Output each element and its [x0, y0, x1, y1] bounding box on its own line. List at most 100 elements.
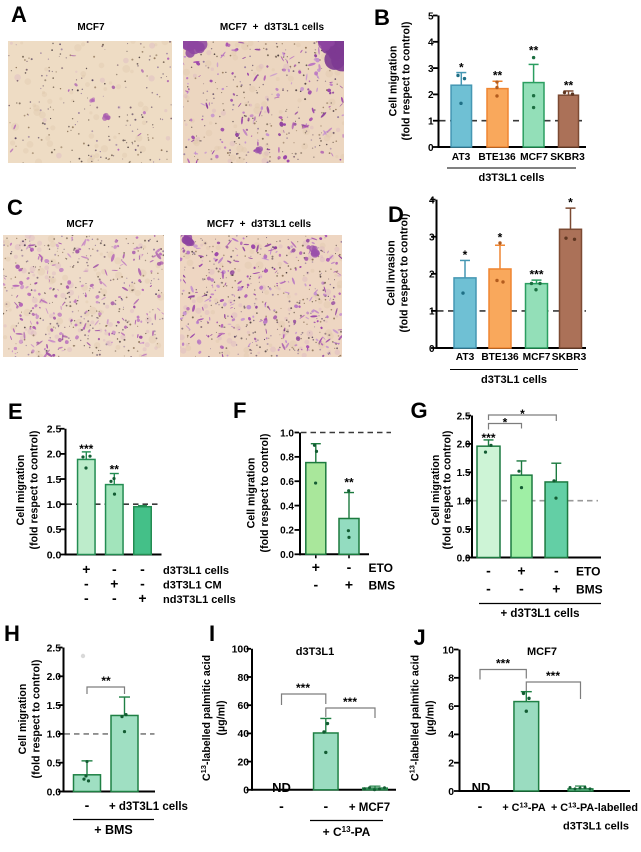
svg-text:-: -	[85, 797, 90, 813]
svg-text:SKBR3: SKBR3	[552, 352, 587, 363]
svg-text:0.8: 0.8	[280, 453, 294, 464]
svg-text:I: I	[209, 621, 215, 646]
svg-text:-: -	[486, 563, 491, 579]
svg-text:***: ***	[79, 442, 93, 456]
svg-text:4: 4	[429, 195, 435, 206]
svg-text:d3T3L1 CM: d3T3L1 CM	[163, 580, 222, 592]
svg-text:1.0: 1.0	[280, 428, 294, 439]
svg-text:4: 4	[448, 730, 454, 741]
svg-text:(fold respect to control): (fold respect to control)	[29, 431, 41, 550]
svg-text:(fold respect to control): (fold respect to control)	[401, 22, 413, 141]
svg-text:-: -	[323, 798, 328, 814]
svg-text:-: -	[486, 581, 491, 597]
svg-text:1.5: 1.5	[47, 474, 62, 486]
svg-text:(fold respect to control): (fold respect to control)	[399, 214, 411, 333]
svg-text:ND: ND	[472, 780, 491, 795]
svg-text:**: **	[564, 79, 574, 93]
svg-text:0.5: 0.5	[47, 524, 62, 536]
svg-text:1.0: 1.0	[457, 497, 471, 508]
svg-text:2: 2	[428, 90, 434, 101]
svg-text:*: *	[498, 231, 503, 245]
svg-text:2.0: 2.0	[457, 440, 471, 451]
svg-text:0.5: 0.5	[457, 525, 471, 536]
svg-text:Cell migration: Cell migration	[246, 458, 258, 529]
svg-text:-: -	[554, 563, 559, 579]
svg-text:-: -	[84, 590, 89, 606]
svg-text:SKBR3: SKBR3	[550, 152, 585, 163]
svg-text:+ C13-PA-labelled: + C13-PA-labelled	[551, 800, 638, 814]
svg-text:MCF7: MCF7	[527, 646, 557, 658]
svg-text:+: +	[517, 563, 525, 579]
svg-text:**: **	[493, 69, 503, 83]
svg-text:B: B	[374, 5, 390, 30]
svg-text:1.0: 1.0	[47, 730, 62, 741]
svg-text:+ C13-PA: + C13-PA	[502, 800, 545, 814]
svg-text:**: **	[529, 44, 539, 58]
svg-text:80: 80	[237, 673, 249, 684]
svg-text:d3T3L1 cells: d3T3L1 cells	[563, 821, 629, 833]
svg-text:d3T3L1 cells: d3T3L1 cells	[481, 374, 547, 386]
svg-text:40: 40	[237, 729, 249, 740]
svg-text:nd3T3L1 cells: nd3T3L1 cells	[163, 594, 236, 606]
svg-text:1.0: 1.0	[47, 499, 62, 511]
svg-text:(µg/ml): (µg/ml)	[216, 701, 228, 736]
svg-text:-: -	[279, 798, 284, 814]
svg-text:ND: ND	[272, 780, 291, 795]
svg-text:BMS: BMS	[576, 583, 603, 597]
svg-text:1: 1	[428, 117, 434, 128]
svg-text:**: **	[344, 476, 354, 490]
svg-text:0.0: 0.0	[47, 549, 62, 561]
svg-text:*: *	[463, 248, 468, 262]
svg-text:Cell migration: Cell migration	[430, 455, 442, 526]
svg-text:+ C13-PA: + C13-PA	[323, 825, 371, 839]
svg-text:E: E	[8, 399, 23, 424]
svg-text:H: H	[4, 621, 20, 646]
svg-text:(fold respect to control): (fold respect to control)	[442, 431, 454, 550]
svg-text:-: -	[347, 559, 352, 575]
svg-text:d3T3L1: d3T3L1	[296, 646, 335, 658]
svg-text:AT3: AT3	[456, 352, 475, 363]
svg-text:ETO: ETO	[576, 565, 600, 579]
svg-text:+: +	[312, 559, 320, 575]
svg-text:-: -	[140, 576, 145, 592]
svg-text:+: +	[138, 590, 146, 606]
svg-text:0: 0	[243, 786, 249, 797]
svg-text:MCF7: MCF7	[523, 352, 551, 363]
svg-text:(fold respect to control): (fold respect to control)	[31, 660, 43, 779]
svg-text:MCF7 + d3T3L1 cells: MCF7 + d3T3L1 cells	[220, 22, 325, 33]
svg-text:4: 4	[428, 38, 434, 49]
svg-text:+ BMS: + BMS	[94, 823, 133, 837]
svg-text:ETO: ETO	[369, 561, 393, 575]
svg-text:2.5: 2.5	[47, 424, 62, 436]
svg-text:1.5: 1.5	[47, 701, 62, 712]
svg-text:1.5: 1.5	[457, 468, 471, 479]
svg-text:D: D	[388, 202, 404, 227]
svg-text:AT3: AT3	[452, 152, 471, 163]
svg-text:Cell migration: Cell migration	[388, 46, 400, 117]
svg-text:+ d3T3L1 cells: + d3T3L1 cells	[501, 608, 580, 620]
svg-text:5: 5	[428, 11, 434, 22]
svg-text:+: +	[82, 561, 90, 577]
svg-text:***: ***	[529, 268, 543, 282]
svg-text:0.4: 0.4	[280, 501, 294, 512]
svg-text:+: +	[345, 577, 353, 593]
svg-text:*: *	[459, 60, 464, 74]
svg-text:+ d3T3L1 cells: + d3T3L1 cells	[109, 801, 188, 813]
svg-text:-: -	[112, 590, 117, 606]
svg-text:2: 2	[448, 759, 454, 770]
svg-text:***: ***	[481, 431, 495, 445]
svg-text:+ MCF7: + MCF7	[349, 802, 390, 814]
svg-text:J: J	[414, 625, 426, 650]
svg-text:-: -	[519, 581, 524, 597]
svg-text:2.5: 2.5	[47, 643, 62, 654]
svg-text:100: 100	[232, 645, 250, 656]
svg-text:***: ***	[496, 657, 510, 671]
svg-text:Cell migration: Cell migration	[15, 455, 27, 526]
svg-text:MCF7: MCF7	[520, 152, 548, 163]
svg-text:3: 3	[428, 64, 434, 75]
svg-text:MCF7 + d3T3L1 cells: MCF7 + d3T3L1 cells	[207, 219, 312, 230]
svg-text:**: **	[110, 463, 120, 477]
svg-text:***: ***	[546, 669, 560, 683]
svg-text:0.0: 0.0	[280, 550, 294, 561]
svg-text:2.5: 2.5	[457, 411, 471, 422]
